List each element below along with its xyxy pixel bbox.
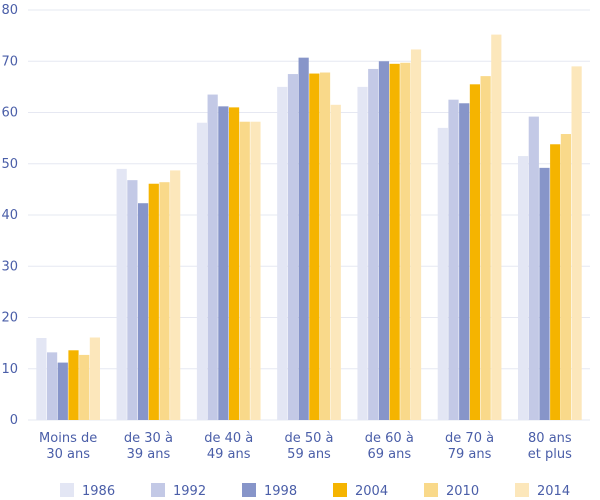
y-axis: 0 10 20 30 40 50 60 70 80 [1, 3, 18, 428]
legend-label-2014: 2014 [537, 484, 570, 499]
x-category-label: 69 ans [367, 447, 411, 462]
bar-1998-2 [218, 106, 229, 420]
bar-2014-0 [89, 337, 100, 420]
legend: 1986 1992 1998 2004 2010 2014 [60, 483, 570, 499]
y-tick-label: 40 [1, 208, 18, 223]
bars [36, 34, 582, 421]
bar-2010-0 [79, 354, 90, 420]
x-category-label: et plus [528, 447, 572, 462]
bar-1998-5 [459, 103, 470, 421]
legend-swatch-2010 [424, 483, 438, 497]
x-category-label: de 50 à [284, 431, 333, 446]
bar-1992-3 [287, 74, 299, 420]
legend-swatch-2014 [515, 483, 529, 497]
y-tick-label: 80 [1, 3, 18, 18]
gridlines [28, 9, 590, 421]
bar-1998-1 [137, 203, 149, 420]
y-tick-label: 20 [1, 311, 18, 326]
legend-label-1986: 1986 [82, 484, 115, 499]
bar-1992-4 [368, 68, 379, 420]
x-category-label: 49 ans [207, 447, 251, 462]
bar-2010-2 [239, 121, 250, 420]
bar-2014-2 [250, 121, 261, 420]
legend-label-1998: 1998 [264, 484, 297, 499]
x-category-label: de 40 à [204, 431, 253, 446]
bar-1986-3 [277, 86, 288, 420]
bar-2010-3 [319, 72, 331, 421]
bar-2004-0 [68, 350, 79, 420]
bar-1986-1 [116, 168, 127, 420]
x-category-label: de 30 à [124, 431, 173, 446]
bar-2004-1 [148, 183, 159, 420]
x-category-label: 30 ans [46, 447, 90, 462]
bar-1992-2 [207, 94, 218, 420]
bar-2010-4 [400, 62, 411, 420]
bar-2014-6 [571, 66, 582, 420]
legend-swatch-2004 [333, 483, 347, 497]
bar-1992-0 [46, 352, 58, 420]
bar-1986-5 [437, 127, 448, 420]
x-category-label: de 60 à [365, 431, 414, 446]
bar-1992-5 [448, 99, 459, 420]
y-tick-label: 70 [1, 54, 18, 69]
bar-1992-6 [528, 116, 539, 420]
bar-2010-5 [480, 76, 491, 421]
x-category-label: 39 ans [127, 447, 171, 462]
x-category-label: Moins de [39, 431, 97, 446]
y-tick-label: 10 [1, 362, 18, 377]
x-category-label: de 70 à [445, 431, 494, 446]
x-category-label: 79 ans [448, 447, 492, 462]
x-category-label: 59 ans [287, 447, 331, 462]
bar-2004-3 [309, 73, 320, 421]
bar-2004-6 [550, 144, 561, 420]
legend-label-1992: 1992 [173, 484, 206, 499]
bar-1998-3 [298, 57, 309, 420]
bar-2014-3 [330, 104, 341, 420]
bar-2014-4 [410, 49, 422, 421]
bar-1998-0 [57, 362, 68, 420]
y-tick-label: 50 [1, 157, 18, 172]
bar-1998-6 [539, 167, 550, 420]
bar-1986-4 [357, 86, 368, 420]
bar-2010-1 [159, 182, 170, 420]
legend-swatch-1998 [242, 483, 256, 497]
legend-label-2004: 2004 [355, 484, 388, 499]
bar-2004-2 [228, 107, 240, 420]
bar-1986-6 [518, 156, 529, 420]
x-category-label: 80 ans [528, 431, 572, 446]
bar-1992-1 [127, 180, 138, 420]
y-tick-label: 0 [10, 413, 18, 428]
bar-2014-5 [491, 34, 502, 420]
bar-2004-4 [389, 63, 400, 420]
y-tick-label: 60 [1, 106, 18, 121]
bar-2010-6 [560, 134, 572, 420]
bar-2014-1 [170, 170, 181, 420]
bar-1986-2 [196, 122, 208, 420]
y-tick-label: 30 [1, 259, 18, 274]
legend-label-2010: 2010 [446, 484, 479, 499]
legend-swatch-1992 [151, 483, 165, 497]
legend-swatch-1986 [60, 483, 74, 497]
bar-2004-5 [469, 84, 481, 420]
bar-1986-0 [36, 338, 47, 420]
bar-1998-4 [378, 61, 390, 420]
